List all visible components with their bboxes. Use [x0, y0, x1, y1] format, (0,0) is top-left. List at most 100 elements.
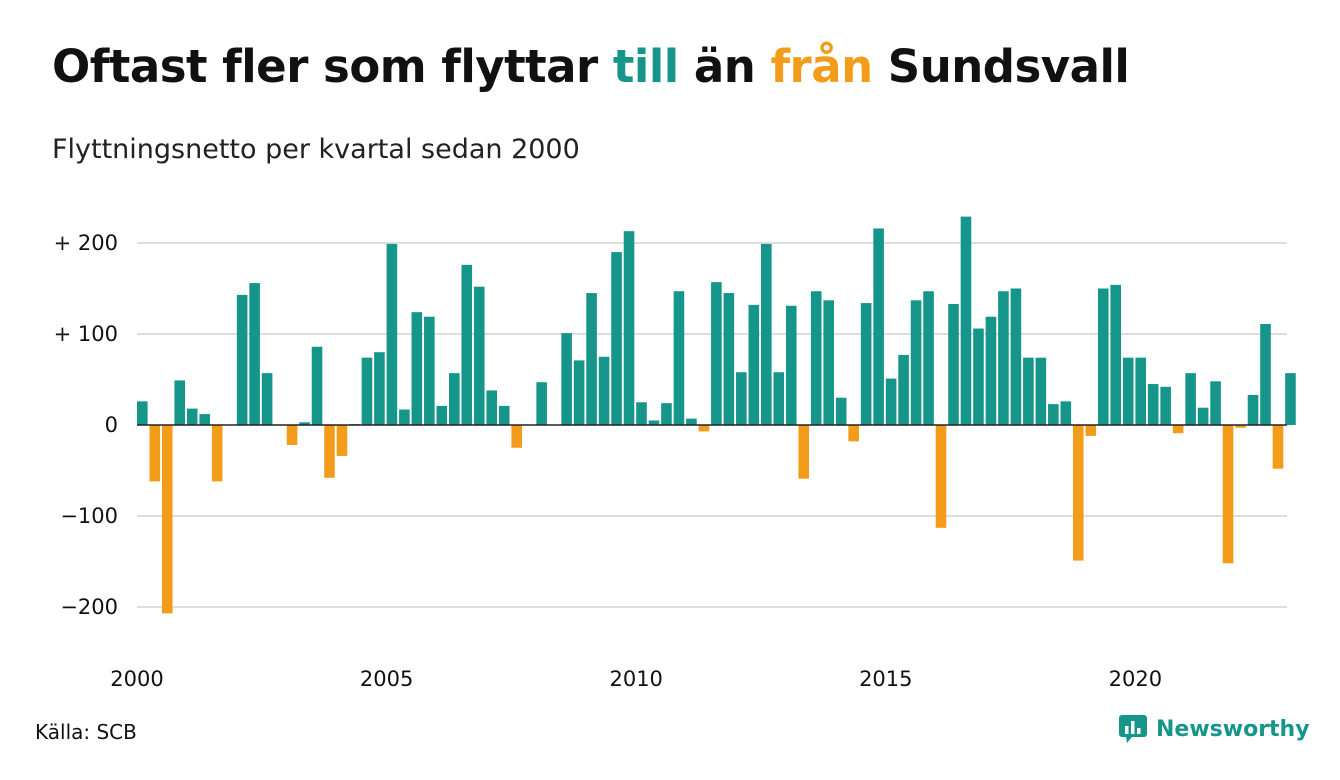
- bar-negative: [848, 425, 859, 442]
- y-tick-label: 0: [105, 413, 118, 437]
- bar-positive: [636, 402, 647, 425]
- bar-positive: [361, 357, 373, 425]
- x-tick-label: 2020: [1109, 667, 1162, 691]
- bar-positive: [960, 216, 972, 425]
- bar-negative: [1172, 425, 1184, 434]
- bar-positive: [623, 231, 635, 425]
- bar-positive: [299, 422, 310, 425]
- bar-positive: [598, 356, 610, 425]
- bar-positive: [948, 303, 959, 425]
- bar-negative: [935, 425, 947, 528]
- bar-positive: [1122, 357, 1134, 425]
- bar-positive: [711, 282, 722, 425]
- chart-title: Oftast fler som flyttar till än från Sun…: [52, 40, 1130, 93]
- title-positive-word: till: [612, 40, 679, 93]
- bar-positive: [399, 409, 410, 425]
- y-tick-label: + 100: [54, 322, 118, 346]
- brand-name: Newsworthy: [1156, 716, 1310, 742]
- bar-positive: [1048, 404, 1059, 425]
- bar-positive: [1285, 373, 1296, 425]
- bar-negative: [286, 425, 298, 446]
- bar-positive: [586, 293, 597, 425]
- bar-positive: [898, 354, 909, 425]
- bar-positive: [561, 333, 572, 425]
- brand-logo: Newsworthy: [1118, 714, 1310, 744]
- y-tick-label: + 200: [54, 231, 118, 255]
- bar-positive: [199, 414, 210, 425]
- bar-positive: [486, 390, 498, 425]
- title-prefix: Oftast fler som flyttar: [52, 40, 613, 93]
- bar-positive: [1010, 288, 1022, 425]
- bar-positive: [236, 294, 248, 425]
- bar-positive: [835, 397, 847, 425]
- bars: [137, 216, 1296, 614]
- bar-negative: [1085, 425, 1097, 436]
- bar-positive: [810, 291, 822, 425]
- bar-negative: [336, 425, 348, 456]
- bar-positive: [785, 305, 797, 425]
- bar-positive: [1260, 323, 1271, 425]
- bar-positive: [573, 360, 585, 425]
- bar-negative: [211, 425, 223, 482]
- bar-positive: [761, 243, 772, 425]
- bar-positive: [723, 293, 735, 425]
- bar-positive: [661, 403, 672, 425]
- bar-positive: [374, 352, 385, 425]
- bar-positive: [673, 291, 685, 425]
- bar-positive: [186, 408, 198, 425]
- bar-positive: [411, 312, 423, 425]
- bar-positive: [1147, 384, 1159, 425]
- bar-positive: [1185, 373, 1196, 425]
- bar-positive: [436, 405, 448, 425]
- bar-negative: [324, 425, 335, 478]
- title-negative-word: från: [770, 40, 873, 93]
- bar-positive: [873, 228, 884, 425]
- bar-negative: [511, 425, 522, 448]
- x-tick-label: 2010: [609, 667, 662, 691]
- bar-positive: [1097, 288, 1109, 425]
- title-middle: än: [678, 40, 771, 93]
- x-tick-label: 2000: [110, 667, 163, 691]
- bar-positive: [736, 372, 747, 425]
- bar-positive: [611, 252, 622, 425]
- bar-positive: [985, 316, 997, 425]
- bar-positive: [973, 328, 984, 425]
- bar-positive: [1197, 407, 1209, 425]
- bar-negative: [161, 425, 173, 614]
- bar-positive: [885, 378, 897, 425]
- bar-positive: [1160, 386, 1171, 425]
- bar-positive: [860, 303, 872, 425]
- bar-positive: [1135, 357, 1146, 425]
- bar-negative: [798, 425, 810, 479]
- bar-positive: [311, 346, 323, 425]
- newsworthy-bar-chart-icon: [1119, 715, 1147, 743]
- bar-negative: [149, 425, 161, 482]
- bar-negative: [1222, 425, 1234, 564]
- bar-positive: [748, 304, 760, 425]
- bar-positive: [1247, 394, 1259, 425]
- bar-positive: [449, 373, 460, 425]
- bar-positive: [473, 286, 485, 425]
- bar-negative: [1235, 425, 1246, 428]
- bar-positive: [923, 291, 934, 425]
- bar-negative: [1073, 425, 1084, 561]
- bar-positive: [174, 380, 186, 425]
- bar-positive: [461, 264, 473, 425]
- source-label: Källa: SCB: [35, 720, 137, 744]
- y-tick-label: −100: [60, 504, 118, 528]
- bar-positive: [998, 291, 1009, 425]
- bar-positive: [686, 418, 697, 425]
- bar-negative: [1272, 425, 1284, 469]
- x-tick-label: 2015: [859, 667, 912, 691]
- bar-positive: [1035, 357, 1047, 425]
- bar-positive: [1060, 401, 1072, 425]
- bar-positive: [249, 283, 260, 425]
- bar-positive: [1023, 357, 1034, 425]
- bar-positive: [536, 382, 547, 425]
- bar-positive: [910, 300, 922, 425]
- bar-positive: [1210, 381, 1221, 425]
- y-tick-label: −200: [60, 595, 118, 619]
- bar-positive: [498, 405, 510, 425]
- bar-positive: [1110, 284, 1122, 425]
